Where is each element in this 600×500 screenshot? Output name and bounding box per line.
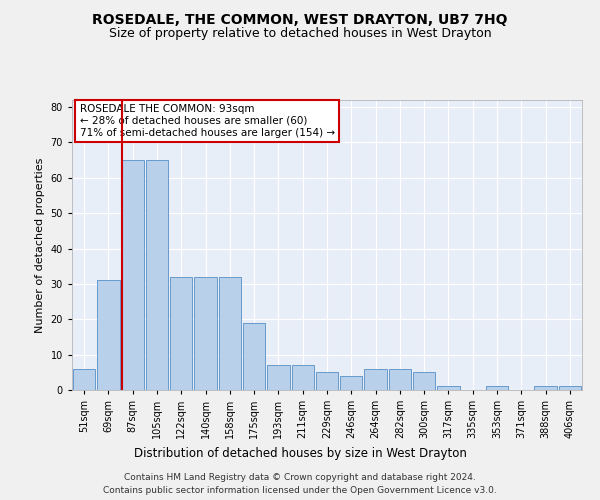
- Bar: [437, 386, 460, 390]
- Bar: [97, 280, 119, 390]
- Bar: [316, 372, 338, 390]
- Bar: [486, 386, 508, 390]
- Text: ROSEDALE, THE COMMON, WEST DRAYTON, UB7 7HQ: ROSEDALE, THE COMMON, WEST DRAYTON, UB7 …: [92, 12, 508, 26]
- Bar: [559, 386, 581, 390]
- Text: Size of property relative to detached houses in West Drayton: Size of property relative to detached ho…: [109, 28, 491, 40]
- Bar: [535, 386, 557, 390]
- Text: Contains public sector information licensed under the Open Government Licence v3: Contains public sector information licen…: [103, 486, 497, 495]
- Text: ROSEDALE THE COMMON: 93sqm
← 28% of detached houses are smaller (60)
71% of semi: ROSEDALE THE COMMON: 93sqm ← 28% of deta…: [80, 104, 335, 138]
- Bar: [340, 376, 362, 390]
- Bar: [292, 365, 314, 390]
- Bar: [413, 372, 436, 390]
- Bar: [73, 369, 95, 390]
- Text: Distribution of detached houses by size in West Drayton: Distribution of detached houses by size …: [134, 448, 466, 460]
- Bar: [146, 160, 168, 390]
- Text: Contains HM Land Registry data © Crown copyright and database right 2024.: Contains HM Land Registry data © Crown c…: [124, 472, 476, 482]
- Bar: [194, 277, 217, 390]
- Bar: [389, 369, 411, 390]
- Bar: [122, 160, 144, 390]
- Bar: [243, 323, 265, 390]
- Bar: [267, 365, 290, 390]
- Bar: [364, 369, 387, 390]
- Y-axis label: Number of detached properties: Number of detached properties: [35, 158, 45, 332]
- Bar: [170, 277, 193, 390]
- Bar: [218, 277, 241, 390]
